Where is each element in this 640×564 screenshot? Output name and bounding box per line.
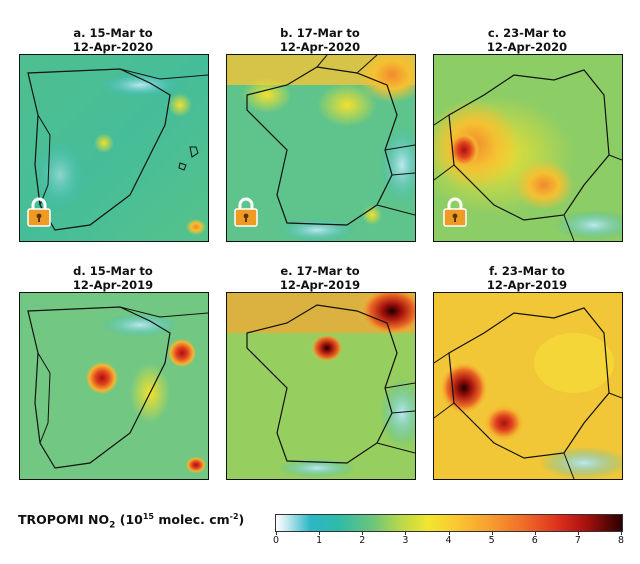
panel-e-title: e. 17-Mar to 12-Apr-2019 bbox=[220, 264, 420, 292]
map-a-svg bbox=[20, 55, 208, 241]
colorbar-tick bbox=[276, 531, 277, 535]
map-panel-d bbox=[19, 292, 209, 480]
panel-c-title-line1: c. 23-Mar to bbox=[487, 26, 567, 40]
map-d-svg bbox=[20, 293, 208, 479]
map-panel-c bbox=[433, 54, 623, 242]
panel-a-title: a. 15-Mar to 12-Apr-2020 bbox=[13, 26, 213, 54]
map-panel-f bbox=[433, 292, 623, 480]
panel-b-title: b. 17-Mar to 12-Apr-2020 bbox=[220, 26, 420, 54]
panel-e-title-line2: 12-Apr-2019 bbox=[279, 278, 361, 292]
panel-d-title-line2: 12-Apr-2019 bbox=[72, 278, 154, 292]
colorbar-tick-label: 4 bbox=[445, 535, 452, 546]
colorbar-label-units-mid: molec. cm bbox=[153, 512, 230, 528]
panel-b-title-line1: b. 17-Mar to bbox=[280, 26, 360, 40]
colorbar-tick-label: 0 bbox=[272, 535, 280, 546]
panel-f-title: f. 23-Mar to 12-Apr-2019 bbox=[427, 264, 627, 292]
colorbar-label-exp: 15 bbox=[142, 512, 154, 521]
padlock-icon bbox=[443, 197, 467, 227]
padlock-icon bbox=[234, 197, 258, 227]
panel-c-title-line2: 12-Apr-2020 bbox=[486, 40, 568, 54]
panel-f-title-line1: f. 23-Mar to bbox=[489, 264, 565, 278]
map-b-svg bbox=[227, 55, 415, 241]
colorbar-tick bbox=[319, 531, 321, 535]
panel-f-title-line2: 12-Apr-2019 bbox=[486, 278, 568, 292]
colorbar-tick-label: 1 bbox=[316, 535, 323, 546]
colorbar-tick bbox=[621, 531, 622, 535]
panel-e-title-line1: e. 17-Mar to bbox=[280, 264, 360, 278]
colorbar-tick-label: 3 bbox=[402, 535, 409, 546]
map-panel-a bbox=[19, 54, 209, 242]
colorbar-tick-label: 6 bbox=[531, 535, 538, 546]
colorbar-label-main: TROPOMI NO bbox=[18, 512, 110, 528]
colorbar bbox=[275, 514, 623, 532]
colorbar-tick bbox=[577, 531, 579, 535]
colorbar-tick bbox=[362, 531, 364, 535]
panel-a-title-line1: a. 15-Mar to bbox=[73, 26, 153, 40]
colorbar-label: TROPOMI NO2 (1015 molec. cm-2) bbox=[18, 512, 244, 531]
colorbar-label-units-close: ) bbox=[238, 512, 245, 528]
colorbar-tick bbox=[491, 531, 493, 535]
colorbar-label-sub: 2 bbox=[109, 520, 116, 531]
map-f-svg bbox=[434, 293, 622, 479]
colorbar-tick-label: 7 bbox=[574, 535, 581, 546]
colorbar-tick-label: 2 bbox=[359, 535, 366, 546]
panel-a-title-line2: 12-Apr-2020 bbox=[72, 40, 154, 54]
map-panel-e bbox=[226, 292, 416, 480]
map-e-svg bbox=[227, 293, 415, 479]
panel-c-title: c. 23-Mar to 12-Apr-2020 bbox=[427, 26, 627, 54]
panel-b-title-line2: 12-Apr-2020 bbox=[279, 40, 361, 54]
panel-d-title: d. 15-Mar to 12-Apr-2019 bbox=[13, 264, 213, 292]
map-c-svg bbox=[434, 55, 622, 241]
colorbar-tick-label: 8 bbox=[617, 535, 625, 546]
colorbar-tick bbox=[405, 531, 407, 535]
colorbar-label-units-open: (10 bbox=[115, 512, 143, 528]
colorbar-label-units-exp: -2 bbox=[229, 512, 239, 521]
panel-d-title-line1: d. 15-Mar to bbox=[73, 264, 153, 278]
colorbar-tick bbox=[448, 531, 450, 535]
colorbar-tick bbox=[534, 531, 536, 535]
colorbar-tick-label: 5 bbox=[488, 535, 495, 546]
map-panel-b bbox=[226, 54, 416, 242]
padlock-icon bbox=[27, 197, 51, 227]
